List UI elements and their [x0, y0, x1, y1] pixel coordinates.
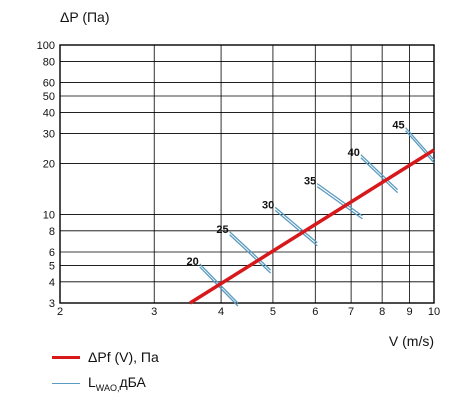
noise-line-35 — [316, 183, 363, 217]
x-axis-title: V (m/s) — [389, 333, 434, 349]
x-tick-label-9: 9 — [406, 306, 412, 318]
y-tick-label-100: 100 — [37, 40, 55, 52]
noise-line-40 — [360, 154, 399, 191]
noise-label-30: 30 — [262, 199, 274, 211]
noise-label-25: 25 — [216, 224, 228, 236]
y-tick-label-50: 50 — [43, 91, 55, 103]
legend-swatch-pressure — [52, 355, 80, 359]
legend-noise-base: L — [88, 374, 96, 390]
y-tick-label-6: 6 — [49, 247, 55, 259]
plot-frame — [59, 44, 435, 304]
noise-line-shadow-35 — [316, 186, 363, 220]
y-tick-label-60: 60 — [43, 78, 55, 90]
y-tick-label-20: 20 — [43, 158, 55, 170]
y-tick-label-4: 4 — [49, 277, 55, 289]
noise-label-40: 40 — [348, 147, 360, 159]
y-tick-label-10: 10 — [43, 209, 55, 221]
noise-label-45: 45 — [392, 120, 404, 132]
noise-line-shadow-45 — [405, 130, 435, 164]
noise-level-lines — [199, 127, 435, 307]
legend-noise-suffix: дБА — [119, 374, 146, 390]
series-line-0 — [189, 148, 435, 305]
legend-item-noise: LWAO,дБА — [52, 374, 146, 393]
grid — [59, 44, 435, 304]
x-tick-label-10: 10 — [428, 306, 440, 318]
y-tick-label-80: 80 — [43, 56, 55, 68]
x-tick-label-4: 4 — [218, 306, 224, 318]
noise-level-labels: 20 25 30 35 40 45 — [187, 120, 405, 268]
x-tick-label-8: 8 — [379, 306, 385, 318]
y-tick-label-40: 40 — [43, 107, 55, 119]
noise-line-25 — [229, 231, 272, 271]
y-tick-label-30: 30 — [43, 129, 55, 141]
y-tick-label-8: 8 — [49, 226, 55, 238]
x-tick-label-7: 7 — [348, 306, 354, 318]
x-tick-label-3: 3 — [151, 306, 157, 318]
x-tick-label-5: 5 — [270, 306, 276, 318]
legend-item-pressure: ΔPf (V), Па — [52, 349, 159, 365]
legend-label-noise: LWAO,дБА — [88, 374, 146, 393]
legend-label-pressure: ΔPf (V), Па — [88, 349, 159, 365]
x-tick-label-6: 6 — [312, 306, 318, 318]
x-tick-label-2: 2 — [57, 306, 63, 318]
noise-label-20: 20 — [187, 256, 199, 268]
noise-line-shadow-40 — [360, 157, 399, 194]
y-tick-label-3: 3 — [49, 298, 55, 310]
y-axis-title: ΔP (Па) — [60, 9, 110, 25]
y-tick-label-5: 5 — [49, 260, 55, 272]
legend-swatch-noise — [52, 382, 80, 384]
noise-line-shadow-25 — [229, 234, 272, 274]
pressure-series — [189, 148, 435, 305]
noise-line-30 — [274, 206, 318, 244]
legend-noise-sub: WAO, — [95, 382, 120, 393]
noise-label-35: 35 — [304, 176, 316, 188]
noise-line-shadow-30 — [274, 209, 318, 247]
